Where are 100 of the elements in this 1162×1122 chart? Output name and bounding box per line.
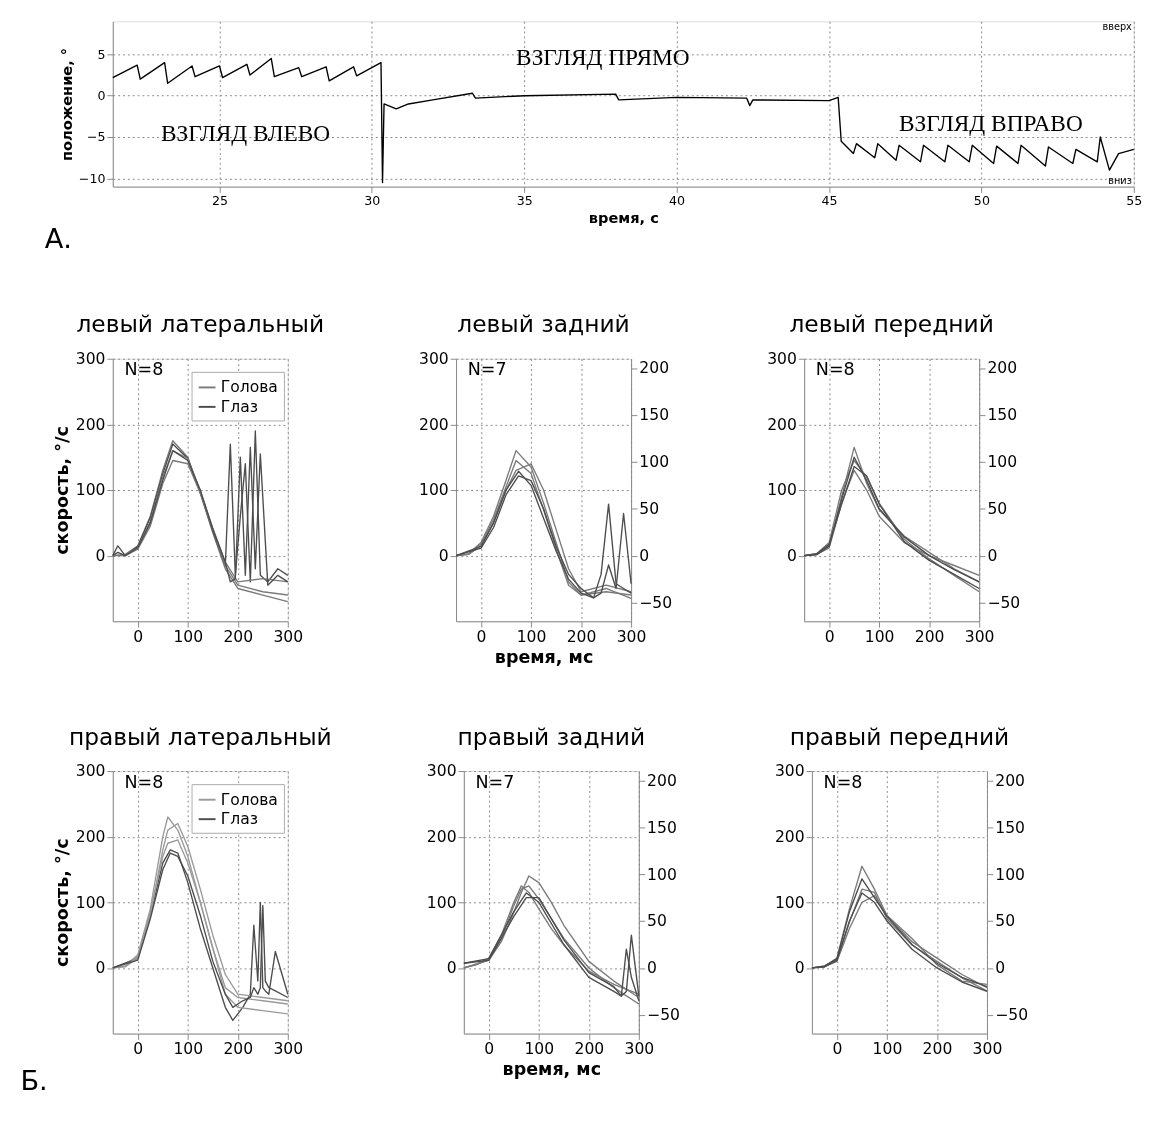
chart-title: правый задний xyxy=(457,722,646,751)
y2-tick-label: 150 xyxy=(647,818,677,837)
x-tick-label: 200 xyxy=(922,1040,953,1059)
y-tick-label: 200 xyxy=(774,828,805,847)
y-tick-label: −5 xyxy=(86,129,106,145)
x-axis-title: время, мс xyxy=(502,1058,602,1079)
x-tick-label: 300 xyxy=(273,628,304,647)
y2-tick-label: −50 xyxy=(647,1006,680,1025)
y2-tick-label: 0 xyxy=(647,959,658,978)
y-tick-label: −10 xyxy=(78,170,106,186)
y-tick-label: 0 xyxy=(786,547,797,565)
y2-tick-label: 50 xyxy=(647,912,667,931)
x-tick-label: 0 xyxy=(824,628,835,647)
x-tick-label: 200 xyxy=(574,1040,605,1059)
x-tick-label: 0 xyxy=(832,1040,843,1059)
y-tick-label: 100 xyxy=(75,893,106,912)
x-tick-label: 55 xyxy=(1126,192,1143,208)
y-tick-label: 100 xyxy=(426,893,457,912)
x-tick-label: 300 xyxy=(964,628,995,647)
x-tick-label: 40 xyxy=(669,192,686,208)
chart-title: левый латеральный xyxy=(76,310,325,339)
x-tick-label: 300 xyxy=(624,1040,655,1059)
x-tick-label: 0 xyxy=(484,1040,495,1059)
y-tick-label: 0 xyxy=(794,959,805,978)
y2-tick-label: −50 xyxy=(987,593,1021,612)
y-tick-label: 200 xyxy=(419,415,449,434)
chart-title: правый латеральный xyxy=(68,722,332,751)
y-tick-label: 300 xyxy=(419,350,449,369)
x-tick-label: 0 xyxy=(133,1040,144,1059)
annotation: N=8 xyxy=(124,359,164,380)
x-tick-label: 35 xyxy=(516,192,533,208)
x-tick-label: 100 xyxy=(872,1040,903,1059)
x-tick-label: 45 xyxy=(821,192,838,208)
legend-label: Глаз xyxy=(220,810,258,829)
x-axis-title: время, мс xyxy=(494,646,594,667)
annotation: ВЗГЛЯД ВПРАВО xyxy=(898,109,1083,136)
y-tick-label: 0 xyxy=(446,959,457,978)
legend-label: Голова xyxy=(220,378,278,397)
x-tick-label: 100 xyxy=(524,1040,555,1059)
annotation: ВЗГЛЯД ВЛЕВО xyxy=(160,119,331,146)
y2-tick-label: 50 xyxy=(987,500,1008,519)
annotation: N=7 xyxy=(467,359,507,380)
y-axis-title: положение, ° xyxy=(58,47,76,162)
y-tick-label: 300 xyxy=(75,762,106,781)
y2-tick-label: 150 xyxy=(987,406,1018,425)
y2-tick-label: 0 xyxy=(639,547,650,565)
y-tick-label: 0 xyxy=(438,547,449,565)
chart-title: левый передний xyxy=(789,310,994,339)
x-axis-title: время, с xyxy=(588,209,659,227)
y2-tick-label: 100 xyxy=(995,865,1025,884)
x-tick-label: 200 xyxy=(223,1040,254,1059)
y2-tick-label: −50 xyxy=(995,1006,1029,1025)
y2-tick-label: 100 xyxy=(639,453,670,472)
y-tick-label: 200 xyxy=(767,415,797,434)
y-tick-label: 100 xyxy=(767,481,797,500)
x-tick-label: 25 xyxy=(211,192,228,208)
x-tick-label: 300 xyxy=(273,1040,304,1059)
legend-label: Голова xyxy=(220,790,278,809)
x-tick-label: 50 xyxy=(973,192,990,208)
y-tick-label: 100 xyxy=(419,481,449,500)
y-tick-label: 0 xyxy=(95,959,106,978)
chart-title: левый задний xyxy=(457,310,630,339)
y2-tick-label: −50 xyxy=(639,593,673,612)
x-tick-label: 0 xyxy=(133,628,144,647)
y-tick-label: 200 xyxy=(75,828,106,847)
y2-tick-label: 200 xyxy=(995,771,1025,790)
x-tick-label: 200 xyxy=(223,628,254,647)
x-tick-label: 100 xyxy=(516,628,547,647)
y2-tick-label: 200 xyxy=(987,359,1018,378)
y2-tick-label: 50 xyxy=(639,500,660,519)
y-axis-title: скорость, °/с xyxy=(52,838,73,968)
y2-tick-label: 150 xyxy=(995,818,1025,837)
annotation: N=8 xyxy=(823,771,863,792)
y-axis-title: скорость, °/с xyxy=(52,426,73,555)
annotation: ВЗГЛЯД ПРЯМО xyxy=(516,43,690,70)
annotation: N=8 xyxy=(815,359,855,380)
y-tick-label: 300 xyxy=(767,350,797,369)
legend-label: Глаз xyxy=(220,397,258,416)
y2-tick-label: 200 xyxy=(639,359,670,378)
annotation: N=8 xyxy=(124,771,164,792)
y2-tick-label: 0 xyxy=(987,547,998,565)
y-tick-label: 5 xyxy=(97,46,106,62)
y-tick-label: 300 xyxy=(774,762,805,781)
annotation: вверх xyxy=(1102,21,1133,33)
x-tick-label: 300 xyxy=(972,1040,1003,1059)
text: Б. xyxy=(20,1064,48,1096)
x-tick-label: 30 xyxy=(364,192,381,208)
y2-tick-label: 0 xyxy=(995,959,1006,978)
x-tick-label: 0 xyxy=(476,628,487,647)
chart-title: правый передний xyxy=(789,722,1010,751)
x-tick-label: 100 xyxy=(173,628,204,647)
y2-tick-label: 50 xyxy=(995,912,1016,931)
y2-tick-label: 150 xyxy=(639,406,670,425)
y-tick-label: 300 xyxy=(426,762,457,781)
y-tick-label: 200 xyxy=(75,415,106,434)
y2-tick-label: 200 xyxy=(647,771,677,790)
y-tick-label: 200 xyxy=(426,828,457,847)
y-tick-label: 0 xyxy=(97,88,106,104)
annotation: N=7 xyxy=(475,771,515,792)
y2-tick-label: 100 xyxy=(647,865,677,884)
